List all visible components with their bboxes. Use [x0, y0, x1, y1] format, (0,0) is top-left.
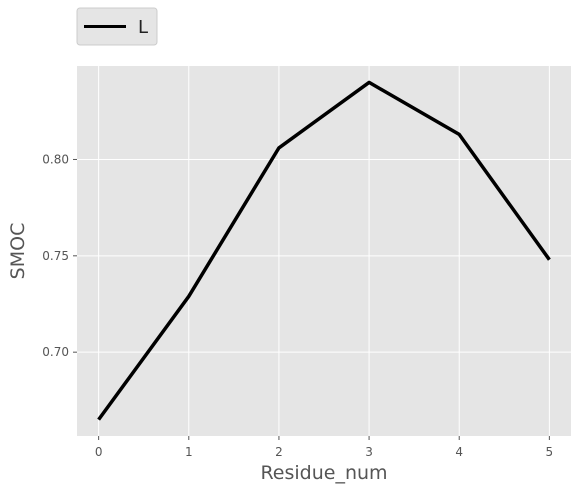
- x-tick-label: 1: [185, 445, 193, 459]
- x-tick-label: 3: [365, 445, 373, 459]
- x-tick-label: 0: [95, 445, 103, 459]
- x-tick-label: 5: [546, 445, 554, 459]
- series: [97, 80, 551, 421]
- x-axis-label: Residue_num: [260, 462, 387, 484]
- x-tick-label: 2: [275, 445, 283, 459]
- y-tick-label: 0.75: [42, 249, 69, 263]
- plot-background: [77, 66, 571, 436]
- legend: L: [76, 7, 158, 46]
- y-tick-label: 0.80: [42, 152, 69, 166]
- y-axis-label: SMOC: [7, 223, 29, 280]
- y-ticks: 0.70 0.75 0.80: [42, 152, 77, 359]
- legend-label: L: [138, 17, 148, 38]
- x-ticks: 0 1 2 3 4 5: [95, 436, 553, 459]
- y-tick-label: 0.70: [42, 345, 69, 359]
- grid: [77, 66, 571, 436]
- series-line-L: [97, 80, 551, 421]
- x-tick-label: 4: [455, 445, 463, 459]
